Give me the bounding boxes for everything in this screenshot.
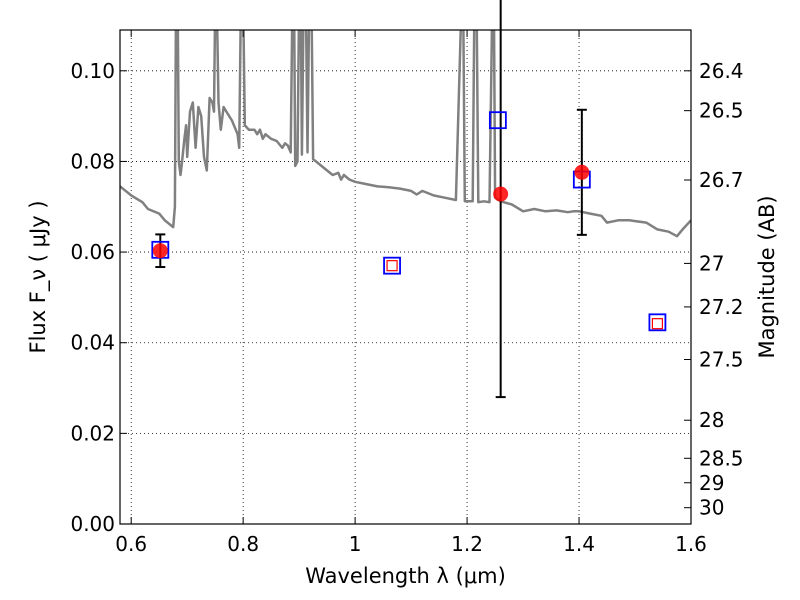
x-tick-label: 1.2 (451, 532, 483, 556)
y2-tick-label: 29 (699, 471, 724, 495)
predicted-flux-marker (651, 318, 664, 330)
model-spectrum-line (120, 30, 691, 238)
y2-tick-label: 28 (699, 408, 724, 432)
y-tick-label: 0.06 (70, 240, 115, 264)
x-axis-label: Wavelength λ (μm) (305, 564, 506, 588)
y-tick-label: 0.00 (70, 512, 115, 536)
observed-flux-marker (152, 243, 168, 259)
y-tick-label: 0.10 (70, 59, 115, 83)
model-flux-marker (488, 111, 507, 130)
plot-frame (119, 29, 692, 525)
y2-tick-label: 30 (699, 496, 724, 520)
model-flux-marker (648, 313, 667, 332)
x-tick-label: 1.4 (563, 532, 595, 556)
y2-axis-label: Magnitude (AB) (755, 195, 779, 358)
ticks-layer: 0.6 0.8 1 1.2 1.4 1.6 0.00 0.02 0.04 0.06 0.08 0.10… (70, 30, 744, 556)
observed-flux-marker (493, 186, 509, 202)
x-tick-label: 0.6 (115, 532, 147, 556)
x-tick-label: 0.8 (227, 532, 259, 556)
y2-tick-label: 27.2 (699, 295, 744, 319)
observed-flux-marker (574, 164, 590, 180)
x-tick-label: 1.6 (675, 532, 707, 556)
x-tick-label: 1 (349, 532, 362, 556)
grid (120, 30, 692, 525)
data-points-layer (151, 0, 667, 399)
model-spectrum-layer (120, 30, 691, 238)
y2-tick-label: 28.5 (699, 446, 744, 470)
y-tick-label: 0.08 (70, 149, 115, 173)
y-axis-label: Flux F_ν ( μJy ) (26, 200, 51, 353)
y2-tick-label: 26.7 (699, 168, 744, 192)
y2-tick-label: 27 (699, 251, 724, 275)
predicted-flux-marker (386, 260, 398, 272)
model-flux-marker (383, 256, 401, 275)
y2-tick-label: 27.5 (699, 347, 744, 371)
y-tick-label: 0.02 (70, 421, 115, 445)
y2-tick-label: 26.5 (699, 99, 744, 123)
y2-tick-label: 26.4 (699, 59, 744, 83)
y-tick-label: 0.04 (70, 331, 115, 355)
